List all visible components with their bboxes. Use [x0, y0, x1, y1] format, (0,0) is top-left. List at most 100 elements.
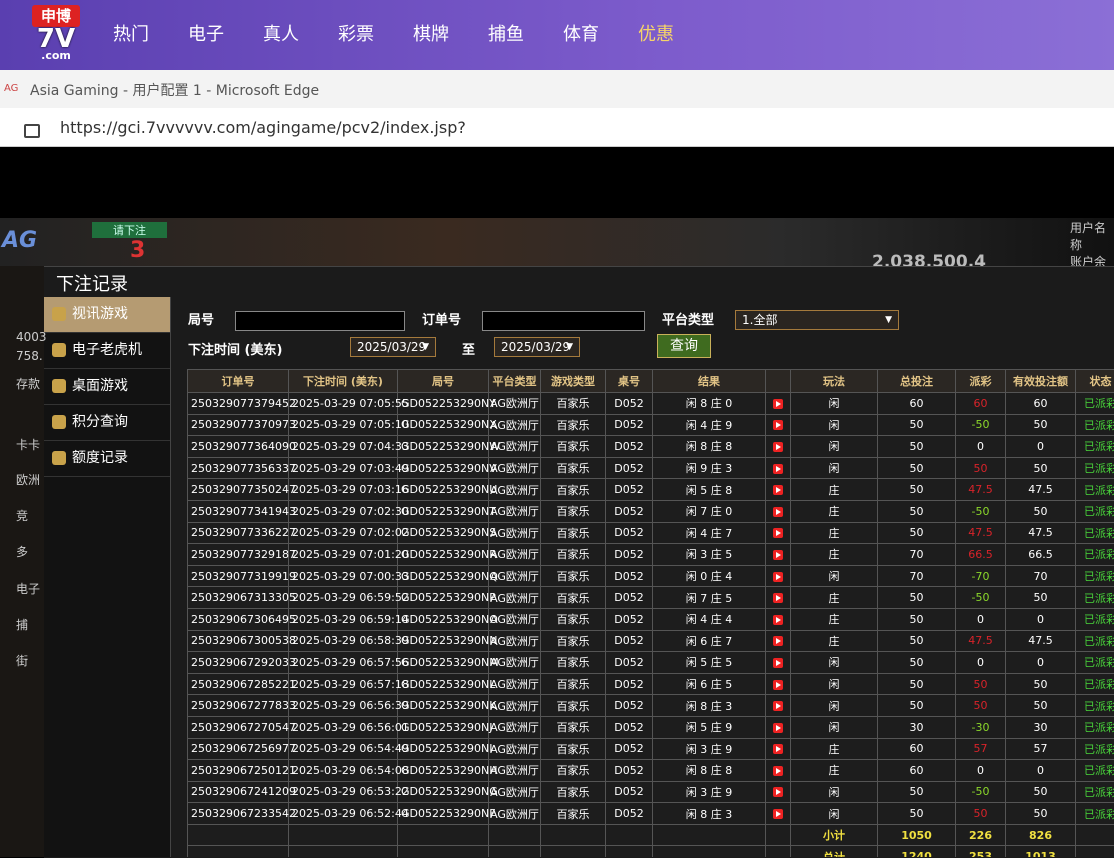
empty-cell	[398, 824, 489, 846]
nav-item[interactable]: 热门	[113, 20, 188, 46]
round-input[interactable]	[235, 311, 405, 331]
cell: 已派彩	[1076, 652, 1114, 674]
cell: AG欧洲厅	[489, 500, 541, 522]
cell: GD052253290NG	[398, 781, 489, 803]
play-icon[interactable]	[773, 658, 783, 668]
play-icon[interactable]	[773, 593, 783, 603]
cell: 50	[878, 673, 956, 695]
menu-item[interactable]: 积分查询	[44, 405, 170, 441]
cell: 47.5	[956, 630, 1006, 652]
cell: 闲	[791, 781, 878, 803]
play-icon[interactable]	[773, 809, 783, 819]
menu-item[interactable]: 桌面游戏	[44, 369, 170, 405]
cell: 50	[878, 695, 956, 717]
cell: 2025-03-29 07:03:49	[289, 457, 398, 479]
menu-item[interactable]: 电子老虎机	[44, 333, 170, 369]
video-cell	[766, 500, 791, 522]
cell: 0	[956, 608, 1006, 630]
address-bar[interactable]: https://gci.7vvvvvv.com/agingame/pcv2/in…	[0, 108, 1114, 147]
cell: GD052253290NM	[398, 652, 489, 674]
play-icon[interactable]	[773, 420, 783, 430]
date-from[interactable]: 2025/03/29	[350, 337, 436, 357]
play-icon[interactable]	[773, 528, 783, 538]
video-cell	[766, 544, 791, 566]
nav-item[interactable]: 电子	[188, 20, 263, 46]
video-cell	[766, 652, 791, 674]
play-icon[interactable]	[773, 572, 783, 582]
play-icon[interactable]	[773, 723, 783, 733]
play-icon[interactable]	[773, 442, 783, 452]
cell: 百家乐	[541, 738, 606, 760]
play-icon[interactable]	[773, 464, 783, 474]
cell: GD052253290NN	[398, 630, 489, 652]
cell: GD052253290NK	[398, 695, 489, 717]
cell: D052	[606, 544, 653, 566]
cell: 50	[878, 630, 956, 652]
play-icon[interactable]	[773, 485, 783, 495]
cell: 47.5	[956, 522, 1006, 544]
cell: AG欧洲厅	[489, 803, 541, 825]
table-wrap: 订单号下注时间 (美东)局号平台类型游戏类型桌号结果玩法总投注派彩有效投注额状态…	[187, 369, 1114, 857]
cell: 2025-03-29 06:58:39	[289, 630, 398, 652]
cell: 50	[878, 522, 956, 544]
platform-select[interactable]: 1.全部	[735, 310, 899, 330]
empty-cell	[188, 846, 289, 857]
play-icon[interactable]	[773, 787, 783, 797]
play-icon[interactable]	[773, 399, 783, 409]
nav-item[interactable]: 体育	[563, 20, 638, 46]
time-label: 下注时间 (美东)	[188, 339, 282, 358]
play-icon[interactable]	[773, 701, 783, 711]
empty-cell	[653, 824, 766, 846]
play-icon[interactable]	[773, 636, 783, 646]
cell: 百家乐	[541, 436, 606, 458]
nav-item[interactable]: 优惠	[638, 20, 713, 46]
order-input[interactable]	[482, 311, 645, 331]
cell: AG欧洲厅	[489, 738, 541, 760]
cell: D052	[606, 414, 653, 436]
query-button[interactable]: 查询	[657, 334, 711, 358]
cell: 250329067285221	[188, 673, 289, 695]
cell: 0	[956, 652, 1006, 674]
video-cell	[766, 673, 791, 695]
nav-item[interactable]: 捕鱼	[488, 20, 563, 46]
cell: 50	[956, 803, 1006, 825]
cell: 2025-03-29 07:00:33	[289, 565, 398, 587]
cell: D052	[606, 587, 653, 609]
play-icon[interactable]	[773, 507, 783, 517]
play-icon[interactable]	[773, 744, 783, 754]
empty-cell	[541, 824, 606, 846]
cell: AG欧洲厅	[489, 587, 541, 609]
cell: D052	[606, 716, 653, 738]
nav-item[interactable]: 棋牌	[413, 20, 488, 46]
video-cell	[766, 630, 791, 652]
logo[interactable]: 申博 7V .com	[32, 5, 80, 63]
cell: 闲	[791, 716, 878, 738]
empty-cell	[289, 846, 398, 857]
cell: 闲 9 庄 3	[653, 457, 766, 479]
subtotal-cell: 826	[1006, 824, 1076, 846]
cell: 70	[1006, 565, 1076, 587]
date-to[interactable]: 2025/03/29	[494, 337, 580, 357]
play-icon[interactable]	[773, 615, 783, 625]
cell: 百家乐	[541, 544, 606, 566]
play-icon[interactable]	[773, 550, 783, 560]
menu-item[interactable]: 视讯游戏	[44, 297, 170, 333]
cell: 已派彩	[1076, 479, 1114, 501]
cell: 250329067233542	[188, 803, 289, 825]
cell: -30	[956, 716, 1006, 738]
video-cell	[766, 608, 791, 630]
play-icon[interactable]	[773, 680, 783, 690]
cell: 闲 7 庄 0	[653, 500, 766, 522]
to-label: 至	[462, 339, 475, 358]
cell: 0	[1006, 652, 1076, 674]
cell: 50	[878, 414, 956, 436]
menu-item[interactable]: 额度记录	[44, 441, 170, 477]
left-label: 卡卡	[16, 436, 40, 453]
nav-item[interactable]: 彩票	[338, 20, 413, 46]
ag-logo: AG	[2, 228, 37, 253]
play-icon[interactable]	[773, 766, 783, 776]
nav-item[interactable]: 真人	[263, 20, 338, 46]
